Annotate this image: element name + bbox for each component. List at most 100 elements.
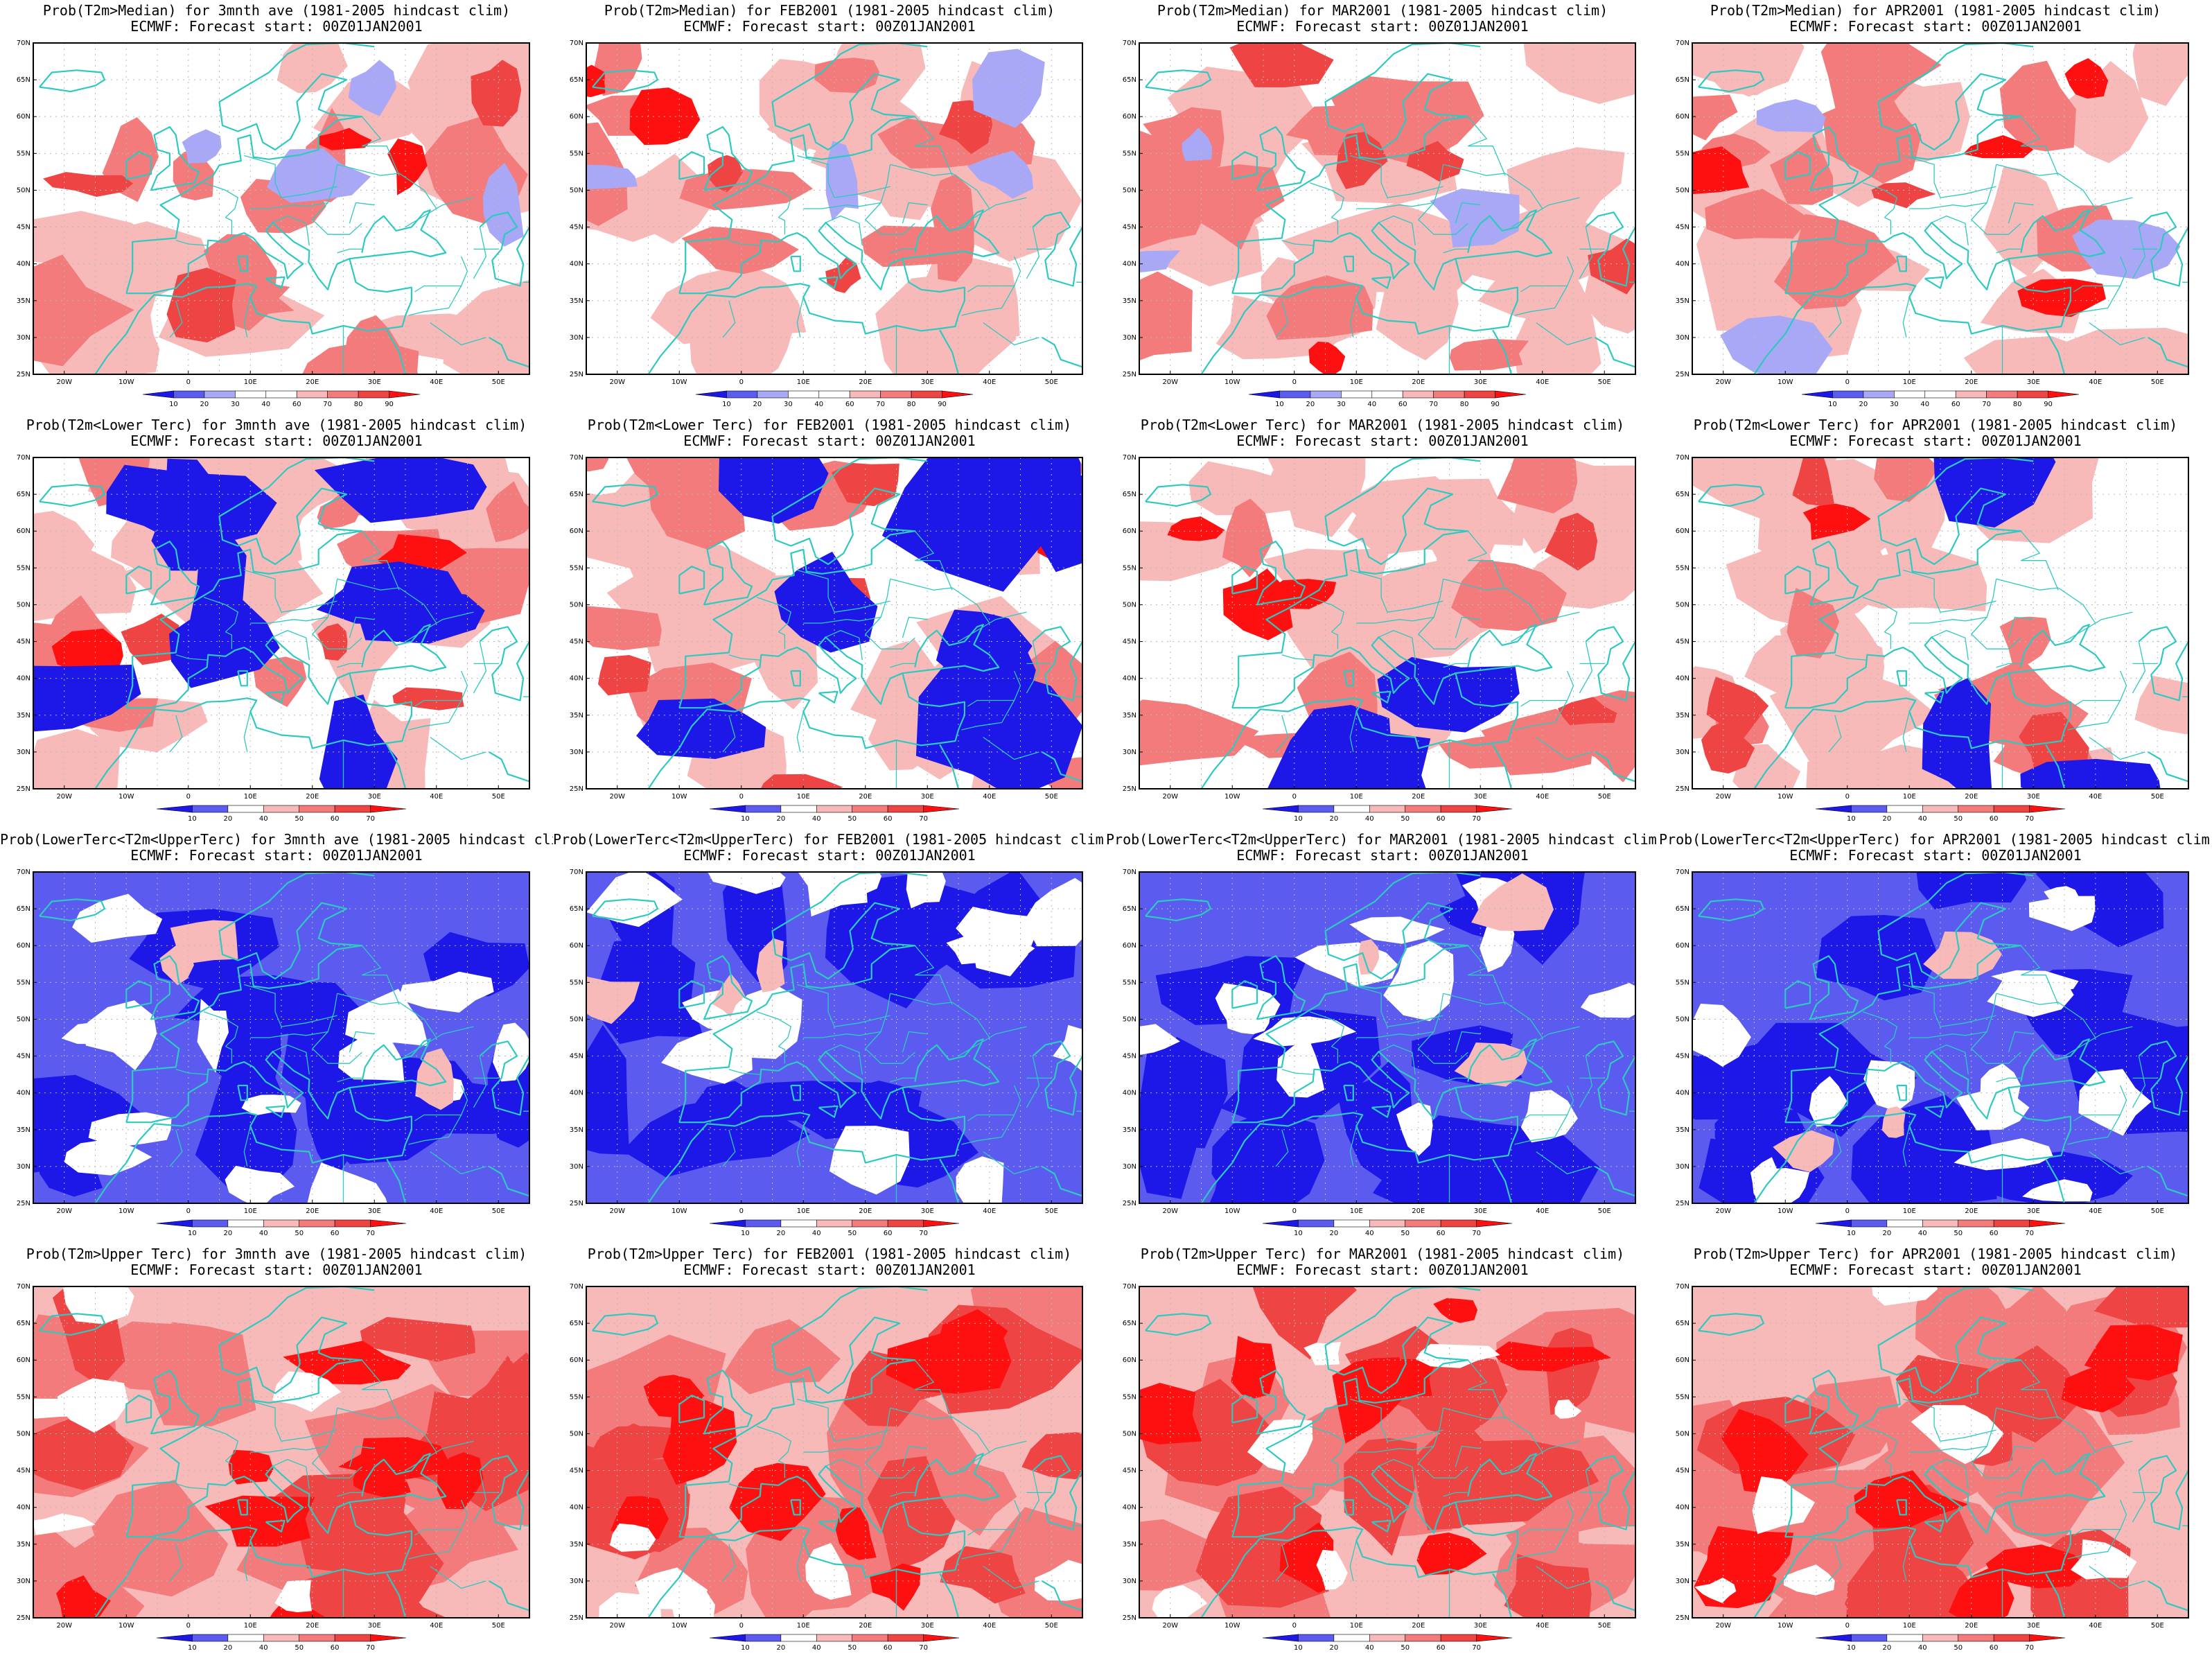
probability-contour (1316, 1549, 1348, 1590)
latitude-label: 45N (1123, 224, 1136, 232)
latitude-label: 25N (1676, 371, 1689, 378)
country-border (1933, 182, 1996, 198)
latitude-label: 65N (1676, 1320, 1689, 1327)
longitude-label: 50E (1598, 793, 1611, 801)
longitude-label: 30E (1474, 793, 1487, 801)
panel-subtitle: ECMWF: Forecast start: 00Z01JAN2001 (130, 433, 423, 448)
probability-contour (1580, 983, 1635, 1018)
probability-contour (272, 1371, 342, 1413)
colorbar-swatch (816, 1634, 853, 1642)
colorbar-swatch (173, 390, 205, 399)
latitude-label: 60N (1123, 942, 1136, 950)
coastline (2045, 329, 2066, 374)
latitude-label: 40N (17, 675, 30, 683)
country-border (430, 1566, 486, 1589)
coastline (386, 1158, 407, 1203)
colorbar-label: 60 (1437, 1230, 1446, 1237)
probability-contour (756, 938, 785, 993)
country-border (1834, 240, 1866, 246)
country-border (890, 248, 915, 254)
probability-contour (159, 944, 194, 986)
coastline (1232, 1051, 1552, 1124)
latitude-label: 55N (17, 564, 30, 572)
country-border (405, 611, 474, 643)
country-border (405, 1026, 474, 1057)
probability-contour (204, 1495, 315, 1547)
colorbar-label: 20 (1882, 1230, 1891, 1237)
probability-contour (1349, 916, 1446, 944)
coastline (1032, 626, 1082, 701)
colorbar-swatch (1298, 1634, 1335, 1642)
latitude-label: 45N (1123, 638, 1136, 646)
colorbar-label: 10 (1294, 1644, 1303, 1652)
country-border (414, 1528, 449, 1536)
panel-title: Prob(LowerTerc<T2m<UpperTerc) for 3mnth … (0, 832, 553, 847)
probability-map: 70N 65N 60N 55N 50N 45N 40N 35N 30N 25N 20W 10W 0 10E… (1123, 454, 1636, 823)
probability-map: 70N 65N 60N 55N 50N 45N 40N 35N 30N 25N 20W 10W 0 10E… (1676, 40, 2189, 408)
coastline (1343, 1084, 1354, 1101)
colorbar-label: 60 (1990, 815, 1999, 823)
coastline (1145, 69, 1211, 93)
map-panel: Prob(T2m>Median) for 3mnth ave (1981-200… (0, 0, 553, 414)
country-border (225, 631, 233, 649)
country-border (1902, 711, 1910, 753)
longitude-label: 20W (609, 1622, 625, 1630)
probability-contour (1706, 677, 1769, 738)
country-border (2089, 1566, 2145, 1589)
colorbar-label: 60 (1951, 401, 1960, 408)
coastline (647, 258, 966, 374)
country-border (864, 1408, 915, 1478)
coastline (1784, 43, 2034, 294)
probability-map: 70N 65N 60N 55N 50N 45N 40N 35N 30N 25N 20W 10W 0 10E… (570, 40, 1083, 408)
coastline (2138, 1455, 2188, 1530)
colorbar-swatch (296, 390, 328, 399)
probability-map: 70N 65N 60N 55N 50N 45N 40N 35N 30N 25N 20W 10W 0 10E… (1676, 869, 2189, 1237)
colorbar-swatch (745, 1219, 782, 1228)
country-border (1903, 569, 1935, 597)
colorbar-label: 90 (938, 401, 947, 408)
country-border (864, 993, 915, 1064)
panel-subtitle: ECMWF: Forecast start: 00Z01JAN2001 (1789, 19, 2082, 34)
latitude-label: 35N (1123, 297, 1136, 305)
colorbar-label: 60 (1437, 815, 1446, 823)
longitude-label: 20W (1715, 793, 1731, 801)
probability-contour (2094, 1286, 2188, 1328)
colorbar-swatch (887, 805, 924, 813)
country-border (473, 227, 487, 279)
country-border (902, 202, 928, 224)
longitude-label: 30E (921, 793, 934, 801)
longitude-label: 10W (1224, 1207, 1240, 1215)
latitude-label: 25N (1676, 785, 1689, 793)
latitude-label: 60N (17, 1356, 30, 1364)
coastline (1784, 457, 2034, 708)
latitude-label: 35N (1123, 712, 1136, 719)
country-border (1001, 1085, 1021, 1116)
longitude-label: 30E (921, 1207, 934, 1215)
longitude-label: 30E (1474, 1622, 1487, 1630)
country-border (1281, 240, 1313, 246)
country-border (902, 1445, 928, 1467)
probability-contour (586, 606, 662, 650)
colorbar-swatch (887, 1219, 924, 1228)
country-border (890, 578, 990, 624)
longitude-label: 10W (672, 1622, 687, 1630)
country-border (915, 146, 953, 176)
country-border (274, 1426, 337, 1442)
colorbar-swatch (142, 390, 174, 399)
coastline (2138, 1040, 2188, 1116)
coastline (2020, 1038, 2106, 1087)
colorbar-label: 40 (259, 1230, 268, 1237)
probability-contour (1415, 1343, 1500, 1368)
country-border (1356, 202, 1434, 209)
latitude-label: 60N (1123, 527, 1136, 535)
probability-contour (729, 1463, 826, 1542)
colorbar: 10 20 30 40 60 70 80 90 (695, 390, 974, 408)
colorbar-label: 70 (919, 1230, 928, 1237)
latitude-label: 60N (570, 527, 583, 535)
coastline (679, 222, 999, 295)
latitude-label: 35N (1676, 712, 1689, 719)
country-border (1996, 993, 2096, 1038)
longitude-label: 0 (186, 793, 191, 801)
probability-contour (798, 872, 882, 900)
longitude-label: 20E (1965, 793, 1978, 801)
